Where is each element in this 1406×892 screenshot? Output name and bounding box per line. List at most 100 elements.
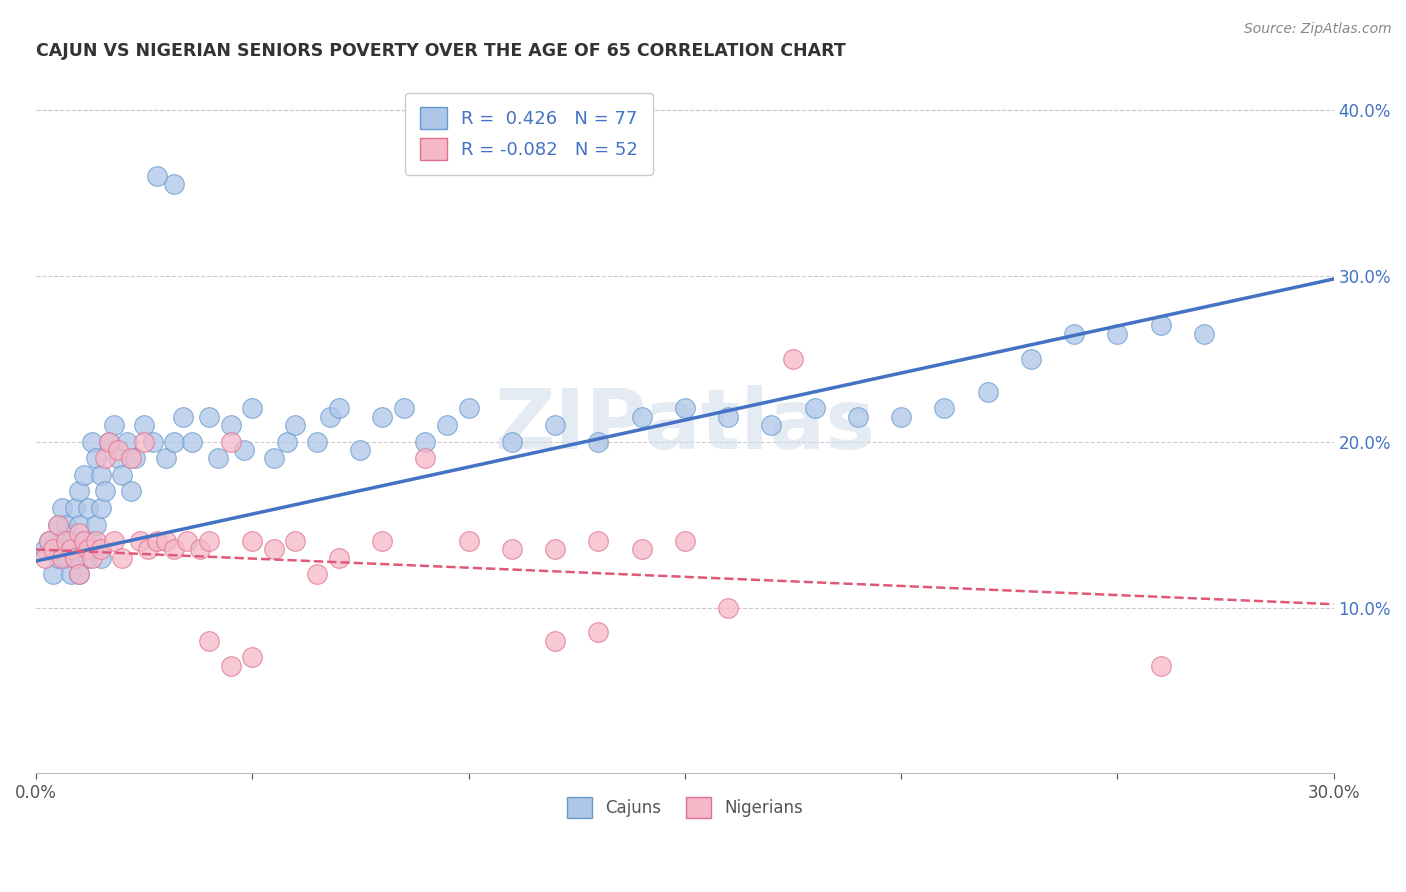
Point <box>132 434 155 449</box>
Point <box>128 534 150 549</box>
Point <box>55 534 77 549</box>
Point <box>34 550 56 565</box>
Point <box>673 534 696 549</box>
Text: Source: ZipAtlas.com: Source: ZipAtlas.com <box>1244 22 1392 37</box>
Point <box>103 417 125 432</box>
Point <box>90 500 112 515</box>
Point <box>1149 318 1171 333</box>
Point <box>240 650 263 665</box>
Point <box>107 442 129 457</box>
Point <box>457 534 479 549</box>
Point <box>98 434 121 449</box>
Point <box>717 409 740 424</box>
Point <box>263 451 285 466</box>
Point <box>82 550 104 565</box>
Point <box>371 409 394 424</box>
Point <box>46 517 69 532</box>
Point <box>120 451 142 466</box>
Point <box>198 534 221 549</box>
Point <box>413 451 436 466</box>
Point <box>307 434 329 449</box>
Point <box>782 351 804 366</box>
Point <box>94 451 117 466</box>
Point <box>232 442 254 457</box>
Point <box>34 542 56 557</box>
Point <box>155 451 177 466</box>
Point <box>115 434 138 449</box>
Text: ZIPatlas: ZIPatlas <box>495 384 876 466</box>
Point <box>86 451 108 466</box>
Point <box>146 534 169 549</box>
Point <box>1019 351 1042 366</box>
Point <box>284 534 307 549</box>
Point <box>142 434 165 449</box>
Point <box>63 500 86 515</box>
Point <box>328 550 350 565</box>
Point <box>284 417 307 432</box>
Point <box>67 567 90 582</box>
Point <box>67 567 90 582</box>
Point <box>349 442 371 457</box>
Legend: Cajuns, Nigerians: Cajuns, Nigerians <box>560 790 810 824</box>
Point <box>59 534 82 549</box>
Point <box>803 401 825 416</box>
Point <box>163 542 186 557</box>
Point <box>717 600 740 615</box>
Text: CAJUN VS NIGERIAN SENIORS POVERTY OVER THE AGE OF 65 CORRELATION CHART: CAJUN VS NIGERIAN SENIORS POVERTY OVER T… <box>37 42 845 60</box>
Point <box>934 401 956 416</box>
Point <box>55 550 77 565</box>
Point <box>94 484 117 499</box>
Point <box>501 434 523 449</box>
Point <box>76 542 98 557</box>
Point <box>392 401 415 416</box>
Point <box>240 401 263 416</box>
Point <box>90 542 112 557</box>
Point <box>51 550 73 565</box>
Point <box>42 567 65 582</box>
Point <box>219 658 242 673</box>
Point <box>132 417 155 432</box>
Point <box>501 542 523 557</box>
Point <box>588 434 610 449</box>
Point <box>86 534 108 549</box>
Point <box>1107 326 1129 341</box>
Point <box>67 484 90 499</box>
Point <box>59 542 82 557</box>
Point <box>72 467 94 482</box>
Point <box>103 534 125 549</box>
Point <box>276 434 298 449</box>
Point <box>240 534 263 549</box>
Point <box>38 534 60 549</box>
Point <box>42 542 65 557</box>
Point <box>155 534 177 549</box>
Point <box>146 169 169 183</box>
Point <box>82 534 104 549</box>
Point <box>544 633 567 648</box>
Point <box>63 550 86 565</box>
Point <box>124 451 146 466</box>
Point <box>120 484 142 499</box>
Point <box>328 401 350 416</box>
Point <box>630 409 652 424</box>
Point <box>138 542 160 557</box>
Point <box>172 409 194 424</box>
Point <box>51 534 73 549</box>
Point <box>219 434 242 449</box>
Point <box>46 517 69 532</box>
Point <box>72 534 94 549</box>
Point <box>219 417 242 432</box>
Point <box>163 178 186 192</box>
Point <box>436 417 458 432</box>
Point <box>111 467 134 482</box>
Point <box>890 409 912 424</box>
Point <box>673 401 696 416</box>
Point <box>82 434 104 449</box>
Point <box>76 500 98 515</box>
Point <box>207 451 229 466</box>
Point <box>111 550 134 565</box>
Point <box>1192 326 1215 341</box>
Point <box>180 434 202 449</box>
Point <box>98 434 121 449</box>
Point <box>63 550 86 565</box>
Point <box>55 517 77 532</box>
